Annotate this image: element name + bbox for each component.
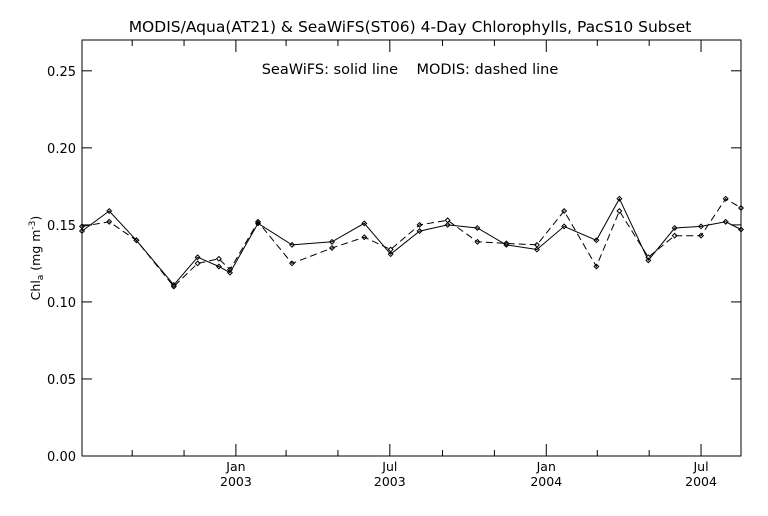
data-point-seawifs <box>416 228 423 235</box>
y-tick-label: 0.15 <box>47 219 76 234</box>
y-axis-label-sup: -3 <box>28 221 38 230</box>
data-point-seawifs <box>194 254 201 261</box>
data-point-modis <box>503 240 510 247</box>
data-point-modis <box>215 255 222 262</box>
data-point-seawifs <box>444 221 451 228</box>
y-axis-label: Chla (mg m-3) <box>28 216 46 301</box>
data-point-seawifs <box>474 224 481 231</box>
data-point-seawifs <box>737 226 745 233</box>
data-point-seawifs <box>698 223 705 230</box>
data-point-modis <box>533 241 540 248</box>
data-point-seawifs <box>215 263 222 270</box>
series-line-modis <box>81 198 742 288</box>
data-point-modis <box>226 266 233 273</box>
data-point-modis <box>361 234 368 241</box>
axes: 0.000.050.100.150.200.25Jan2003Jul2003Ja… <box>47 40 741 489</box>
y-tick-label: 0.05 <box>47 373 76 388</box>
y-tick-label: 0.25 <box>47 65 76 80</box>
data-point-modis <box>444 217 451 224</box>
data-point-modis <box>194 260 201 267</box>
data-point-seawifs <box>593 237 600 244</box>
x-tick-year-label: 2003 <box>374 474 406 489</box>
data-point-modis <box>106 218 113 225</box>
series-line-seawifs <box>81 197 742 286</box>
x-tick-year-label: 2003 <box>220 474 252 489</box>
y-tick-label: 0.20 <box>47 142 76 157</box>
y-axis-label-main: Chl <box>28 280 43 300</box>
x-tick-month-label: Jan <box>536 459 556 474</box>
data-point-modis <box>328 244 336 252</box>
data-point-modis <box>698 232 705 239</box>
y-axis-label-sub: a <box>36 275 46 281</box>
chart-annotation: SeaWiFS: solid line MODIS: dashed line <box>262 62 559 78</box>
plot-frame <box>81 39 742 457</box>
data-point-seawifs <box>361 220 368 227</box>
series-modis <box>78 195 745 290</box>
x-tick-month-label: Jan <box>225 459 245 474</box>
data-point-modis <box>474 238 481 245</box>
data-point-modis <box>671 232 678 239</box>
data-point-seawifs <box>722 218 729 225</box>
data-point-modis <box>133 237 140 244</box>
data-point-modis <box>255 218 262 225</box>
series-seawifs <box>78 195 745 288</box>
data-point-modis <box>722 195 729 202</box>
data-point-modis <box>78 223 86 230</box>
x-tick-year-label: 2004 <box>685 474 717 489</box>
data-point-seawifs <box>289 241 296 248</box>
x-tick-month-label: Jul <box>692 459 708 474</box>
data-point-seawifs <box>170 281 177 288</box>
data-point-seawifs <box>561 223 568 230</box>
data-point-modis <box>416 221 423 228</box>
data-point-seawifs <box>226 269 233 276</box>
data-point-modis <box>387 246 394 253</box>
data-point-modis <box>289 260 296 267</box>
data-point-seawifs <box>616 195 623 202</box>
data-point-modis <box>616 208 623 215</box>
data-point-seawifs <box>671 224 678 231</box>
data-point-modis <box>645 254 652 261</box>
data-point-modis <box>561 208 568 215</box>
y-tick-label: 0.10 <box>47 296 76 311</box>
x-tick-year-label: 2004 <box>530 474 562 489</box>
x-tick-month-label: Jul <box>381 459 397 474</box>
data-point-seawifs <box>645 257 652 264</box>
data-point-seawifs <box>533 246 540 253</box>
data-point-modis <box>737 204 745 211</box>
data-point-seawifs <box>106 208 113 215</box>
data-point-modis <box>593 263 600 270</box>
y-axis-label-unit: (mg m <box>28 230 43 275</box>
data-point-seawifs <box>387 251 394 258</box>
y-tick-label: 0.00 <box>47 450 76 465</box>
y-axis-label-close: ) <box>28 216 43 221</box>
data-point-modis <box>170 283 177 290</box>
chart-title: MODIS/Aqua(AT21) & SeaWiFS(ST06) 4-Day C… <box>129 18 692 36</box>
data-point-seawifs <box>328 238 336 245</box>
series-layer <box>78 195 745 290</box>
data-point-seawifs <box>78 228 86 235</box>
